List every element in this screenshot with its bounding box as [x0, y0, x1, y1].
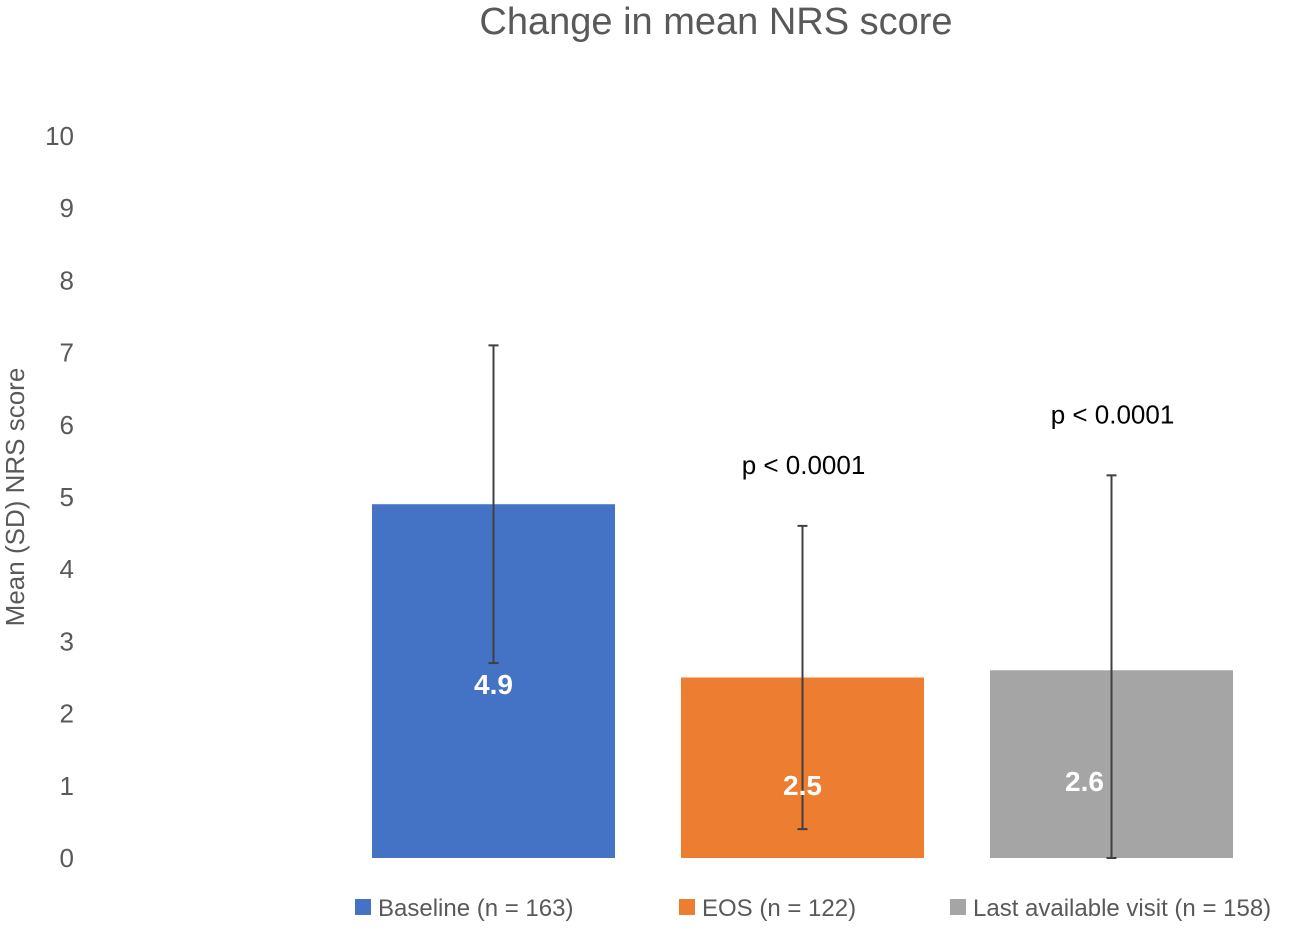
- y-tick-label: 9: [60, 193, 74, 223]
- y-tick-label: 4: [60, 554, 74, 584]
- chart-title: Change in mean NRS score: [479, 1, 952, 43]
- p-value-annotation: p < 0.0001: [1051, 399, 1175, 429]
- bar-data-label: 2.6: [1065, 766, 1104, 797]
- legend-swatch: [355, 899, 371, 915]
- bar-data-label: 2.5: [783, 770, 822, 801]
- y-tick-label: 1: [60, 771, 74, 801]
- legend-swatch: [679, 899, 695, 915]
- y-tick-label: 8: [60, 265, 74, 295]
- y-tick-label: 6: [60, 410, 74, 440]
- p-value-annotation: p < 0.0001: [742, 450, 866, 480]
- legend: Baseline (n = 163) EOS (n = 122) Last avai…: [355, 895, 1271, 922]
- y-tick-label: 0: [60, 843, 74, 873]
- y-tick-label: 10: [45, 121, 74, 151]
- y-tick-label: 7: [60, 338, 74, 368]
- y-axis-label: Mean (SD) NRS score: [0, 368, 30, 627]
- legend-label: Last available visit (n = 158): [973, 895, 1271, 922]
- legend-label: Baseline (n = 163): [378, 895, 573, 922]
- legend-swatch: [950, 899, 966, 915]
- bars: 4.9 2.5 p < 0.0001 2.6 p < 0.0001: [372, 344, 1233, 859]
- legend-label: EOS (n = 122): [702, 895, 856, 922]
- y-axis-ticks: 0 1 2 3 4 5 6 7 8 9 10: [45, 121, 74, 873]
- bar-data-label: 4.9: [474, 669, 513, 700]
- y-tick-label: 5: [60, 482, 74, 512]
- y-tick-label: 3: [60, 626, 74, 656]
- y-tick-label: 2: [60, 699, 74, 729]
